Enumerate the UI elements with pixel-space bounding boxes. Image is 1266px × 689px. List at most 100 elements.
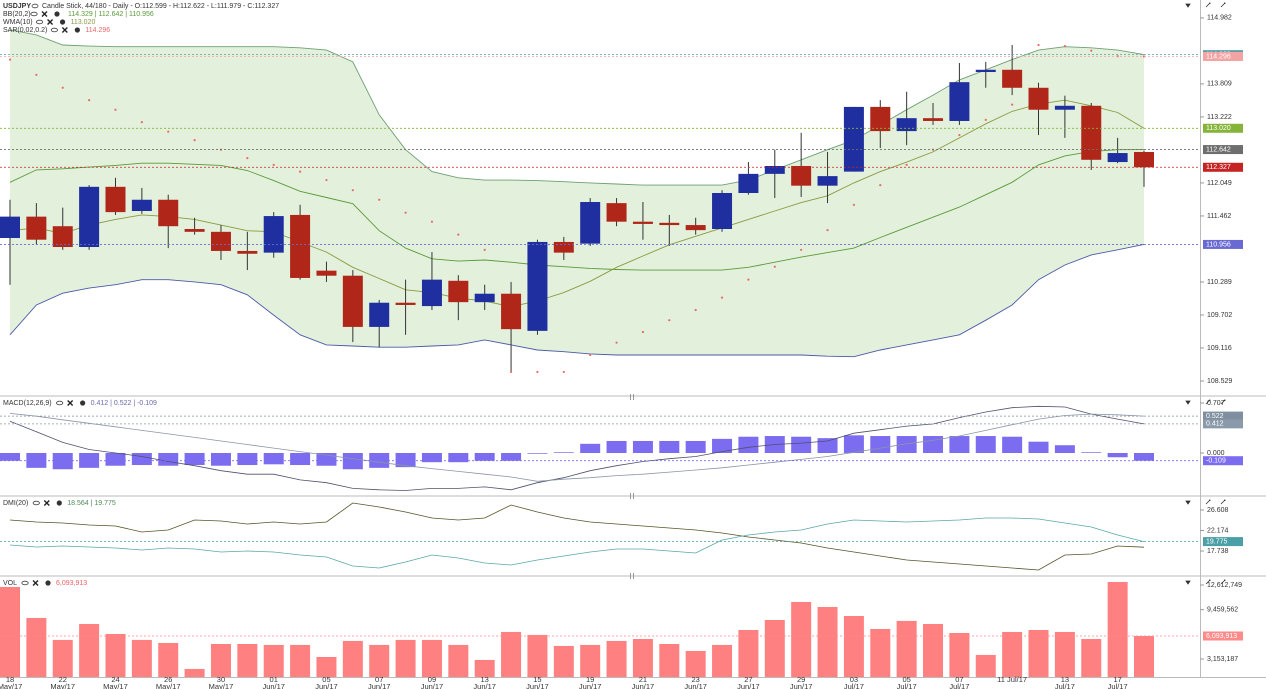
last-value-badge [1203, 162, 1243, 172]
remove-icon[interactable] [47, 19, 54, 25]
y-tick-label: 3,153,187 [1207, 656, 1238, 663]
volume-bar [1081, 638, 1102, 677]
settings-icon[interactable] [56, 500, 62, 506]
candle-body [712, 192, 733, 230]
sar-dot [35, 73, 38, 76]
candle-body [580, 202, 601, 244]
legend-value: 114.329 | 112.642 | 110.956 [68, 11, 154, 18]
sar-dot [272, 163, 275, 166]
candle-body [553, 241, 574, 253]
remove-icon[interactable] [32, 580, 39, 586]
remove-icon[interactable] [41, 11, 48, 17]
volume-bar [131, 639, 152, 677]
volume-bar [817, 607, 838, 677]
panel-button[interactable] [1185, 580, 1191, 585]
settings-icon[interactable] [80, 400, 86, 406]
splitter[interactable] [630, 493, 634, 499]
eye-icon[interactable] [30, 11, 38, 17]
remove-icon[interactable] [61, 27, 68, 33]
histogram-bar [342, 453, 363, 470]
y-tick-label: 22.174 [1207, 527, 1229, 534]
histogram-bar [1107, 453, 1128, 458]
panel-button[interactable] [1220, 2, 1226, 8]
candle-body [1054, 105, 1075, 110]
settings-icon[interactable] [45, 580, 51, 586]
candle-body [1107, 153, 1128, 163]
y-tick-label: 0.707 [1207, 400, 1225, 407]
histogram-bar [791, 436, 812, 453]
panel-button[interactable] [1205, 579, 1211, 585]
panel-button[interactable] [1205, 2, 1211, 8]
sar-dot [589, 353, 592, 357]
candle-body [817, 176, 838, 186]
splitter[interactable] [630, 394, 634, 400]
histogram-bar [1002, 436, 1023, 453]
y-tick-label: 12,612,749 [1207, 582, 1242, 589]
settings-icon[interactable] [54, 11, 60, 17]
sar-dot [958, 133, 961, 137]
eye-icon[interactable] [50, 27, 58, 33]
candle-body [290, 214, 311, 278]
splitter[interactable] [630, 573, 634, 579]
x-tick-label: 22 May/17 [50, 675, 76, 689]
settings-icon[interactable] [74, 27, 80, 33]
indicator-controls [50, 27, 80, 33]
sar-dot [61, 86, 64, 89]
sar-dot [88, 99, 91, 102]
y-tick-label: 112.049 [1207, 180, 1232, 187]
legend-name: BB(20,2) [3, 11, 31, 18]
panel-button[interactable] [1185, 500, 1191, 505]
candle-body [184, 229, 205, 232]
candle-body [448, 280, 469, 303]
volume-bar [448, 644, 469, 677]
histogram-bar [52, 453, 73, 470]
volume-bar [923, 623, 944, 677]
eye-icon[interactable] [35, 19, 44, 25]
candle-body [949, 82, 970, 121]
eye-icon[interactable] [56, 400, 64, 406]
volume-bar [1054, 631, 1075, 677]
sar-dot [404, 211, 407, 214]
symbol: USDJPY [3, 3, 31, 10]
x-tick-label: 05 Jun/17 [315, 675, 338, 689]
legend-name: SAR(0.02,0.2) [3, 27, 47, 34]
panel-button[interactable] [1220, 579, 1226, 585]
candle-body [606, 203, 627, 222]
sar-dot [641, 330, 645, 334]
histogram-bar [131, 453, 152, 466]
panel-button[interactable] [1205, 399, 1211, 405]
histogram-bar [448, 453, 469, 463]
histogram-bar [1028, 441, 1049, 453]
legend-value: 0.412 | 0.522 | -0.109 [91, 400, 157, 407]
histogram-bar [0, 453, 20, 461]
legend-value: 18.564 | 19.775 [67, 500, 116, 507]
eye-icon[interactable] [32, 500, 40, 506]
indicator-line [9, 517, 1145, 569]
panel-button[interactable] [1185, 3, 1191, 8]
y-tick-label: 26.608 [1207, 507, 1229, 514]
histogram-bar [738, 436, 759, 453]
candle-body [1002, 69, 1023, 88]
volume-bar [949, 632, 970, 677]
volume-bar [369, 644, 390, 677]
indicator-controls [32, 500, 62, 506]
last-value-badge [1203, 456, 1243, 466]
panel-button[interactable] [1185, 400, 1191, 405]
eye-icon[interactable] [31, 3, 39, 9]
panel-button[interactable] [1220, 499, 1226, 505]
settings-icon[interactable] [59, 19, 66, 25]
histogram-bar [1054, 445, 1075, 453]
sar-dot [879, 184, 882, 187]
panel-button[interactable] [1220, 399, 1226, 405]
histogram-bar [685, 440, 706, 453]
histogram-bar [210, 453, 231, 466]
sar-dot [852, 203, 856, 206]
panel-button[interactable] [1205, 499, 1211, 505]
remove-icon[interactable] [43, 500, 50, 506]
sar-dot [1011, 103, 1014, 106]
volume-bar [606, 640, 627, 677]
volume-bar [791, 601, 812, 677]
remove-icon[interactable] [67, 400, 74, 406]
eye-icon[interactable] [21, 580, 29, 586]
histogram-bar [369, 453, 390, 468]
